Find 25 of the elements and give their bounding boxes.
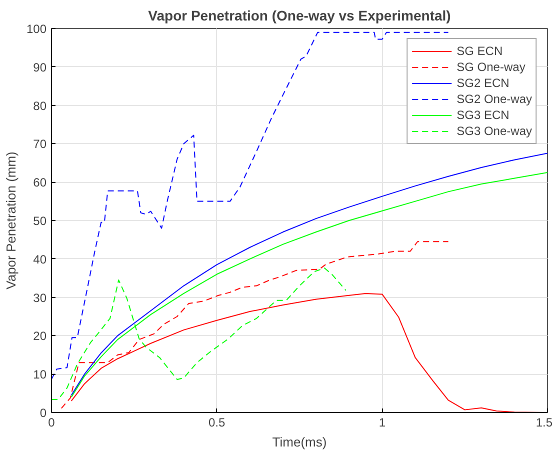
y-tick-label: 50 — [33, 214, 47, 228]
x-tick-label: 0.5 — [208, 416, 226, 430]
y-tick-label: 100 — [26, 22, 47, 36]
y-tick-label: 10 — [33, 368, 47, 382]
x-tick-label: 1 — [378, 416, 386, 430]
y-tick-label: 80 — [33, 98, 47, 113]
y-tick-label: 20 — [33, 329, 47, 344]
legend-label: SG3 ECN — [456, 107, 510, 123]
y-tick-label: 0 — [40, 406, 47, 420]
y-tick-label: 70 — [33, 137, 47, 152]
legend-label: SG3 One-way — [456, 123, 532, 139]
chart-title: Vapor Penetration (One-way vs Experimental) — [148, 8, 451, 24]
legend-label: SG ECN — [456, 43, 503, 59]
x-tick-label: 0 — [48, 416, 56, 430]
line-series — [52, 32, 449, 380]
x-axis-title: Time(ms) — [272, 434, 327, 450]
y-tick-label: 60 — [33, 176, 47, 190]
legend-label: SG2 One-way — [456, 91, 532, 107]
legend-label: SG One-way — [456, 59, 526, 75]
legend-label: SG2 ECN — [456, 75, 510, 91]
y-axis-title: Vapor Penetration (mm) — [3, 152, 18, 290]
y-tick-label: 30 — [33, 290, 47, 305]
x-tick-label: 1.5 — [536, 416, 553, 430]
y-tick-label: 90 — [33, 60, 47, 74]
y-tick-label: 40 — [33, 252, 47, 266]
